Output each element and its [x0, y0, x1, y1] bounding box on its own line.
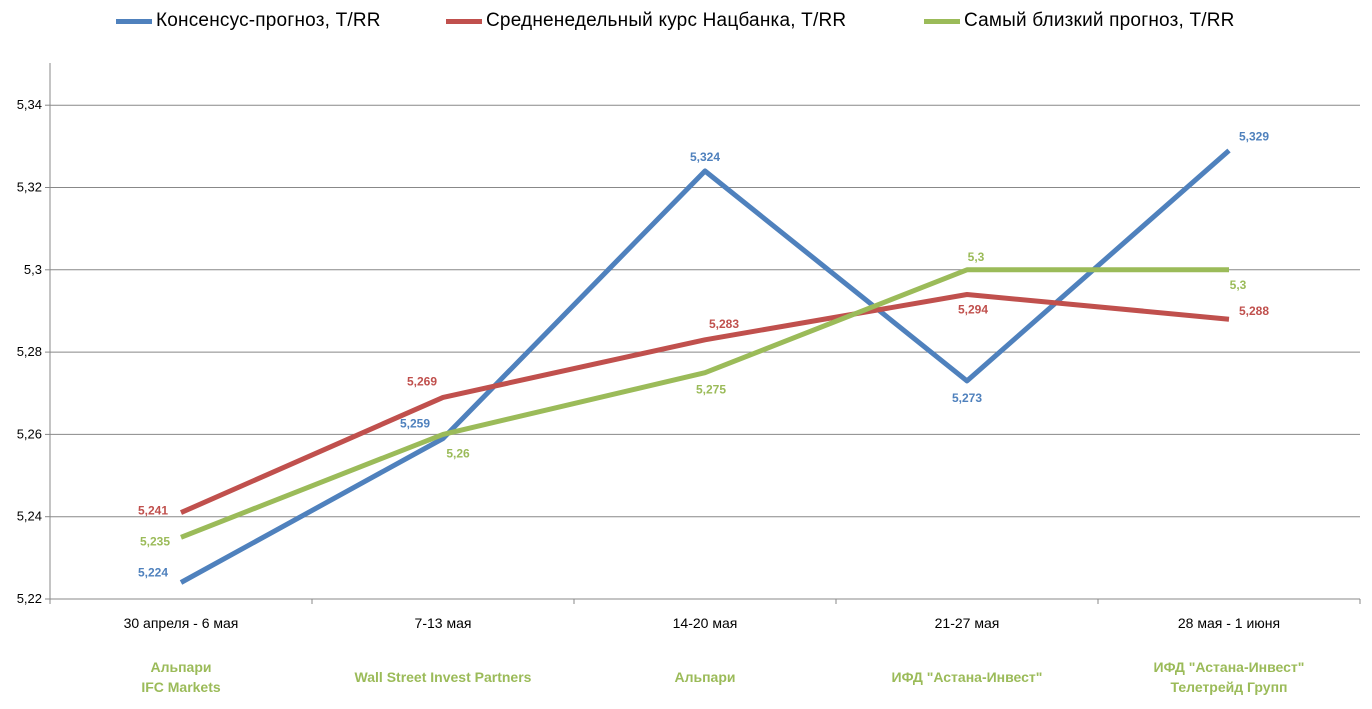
winner-label: ИФД "Астана-Инвест"	[892, 669, 1043, 685]
legend-swatch-consensus	[116, 18, 152, 24]
legend-item-consensus: Консенсус-прогноз, Т/RR	[116, 10, 381, 32]
data-label: 5,329	[1239, 129, 1269, 143]
axes	[45, 63, 1361, 604]
y-tick-label: 5,26	[17, 426, 42, 441]
y-tick-label: 5,3	[24, 262, 42, 277]
axis-labels: 5,22 5,24 5,26 5,28 5,3 5,32 5,34 30 апреля - 6…	[17, 97, 1305, 695]
y-tick-label: 5,22	[17, 591, 42, 606]
winner-label: Альпари	[674, 669, 735, 685]
x-category-label: 7-13 мая	[415, 615, 472, 631]
legend-label-consensus: Консенсус-прогноз, Т/RR	[156, 10, 381, 31]
data-label: 5,235	[140, 534, 170, 548]
data-label: 5,26	[446, 446, 470, 460]
data-label: 5,269	[407, 374, 437, 388]
y-tick-label: 5,28	[17, 344, 42, 359]
data-label: 5,288	[1239, 304, 1269, 318]
x-category-label: 30 апреля - 6 мая	[124, 615, 239, 631]
data-label: 5,3	[968, 250, 985, 264]
x-category-label: 14-20 мая	[673, 615, 738, 631]
winner-label: IFC Markets	[141, 679, 221, 695]
winner-label: Телетрейд Групп	[1171, 679, 1288, 695]
series-line-1	[179, 292, 1230, 515]
legend-swatch-nbk-rate	[446, 18, 482, 24]
y-tick-label: 5,32	[17, 180, 42, 195]
data-label: 5,273	[952, 391, 982, 405]
legend-label-closest: Самый близкий прогноз, Т/RR	[964, 10, 1235, 31]
x-category-label: 21-27 мая	[935, 615, 1000, 631]
legend-item-closest: Самый близкий прогноз, Т/RR	[924, 10, 1235, 32]
x-category-label: 28 мая - 1 июня	[1178, 615, 1280, 631]
data-label: 5,259	[400, 417, 430, 431]
data-label: 5,275	[696, 383, 726, 397]
series-line-2	[180, 267, 1229, 540]
series-line-0	[179, 148, 1231, 585]
winner-label: Wall Street Invest Partners	[355, 669, 532, 685]
data-labels: 5,224 5,259 5,324 5,273 5,329 5,241 5,269 5,283…	[138, 129, 1269, 579]
data-label: 5,3	[1230, 278, 1247, 292]
winner-label: Альпари	[150, 659, 211, 675]
data-label: 5,294	[958, 302, 988, 316]
chart-legend: Консенсус-прогноз, Т/RR Средненедельный …	[0, 10, 1372, 40]
data-label: 5,324	[690, 150, 720, 164]
legend-label-nbk-rate: Средненедельный курс Нацбанка, Т/RR	[486, 10, 847, 31]
y-tick-label: 5,34	[17, 97, 42, 112]
winner-label: ИФД "Астана-Инвест"	[1154, 659, 1305, 675]
y-tick-label: 5,24	[17, 509, 42, 524]
data-label: 5,224	[138, 566, 168, 580]
data-label: 5,241	[138, 504, 168, 518]
data-label: 5,283	[709, 317, 739, 331]
series-lines	[179, 148, 1231, 585]
legend-swatch-closest	[924, 18, 960, 24]
legend-item-nbk-rate: Средненедельный курс Нацбанка, Т/RR	[446, 10, 846, 32]
